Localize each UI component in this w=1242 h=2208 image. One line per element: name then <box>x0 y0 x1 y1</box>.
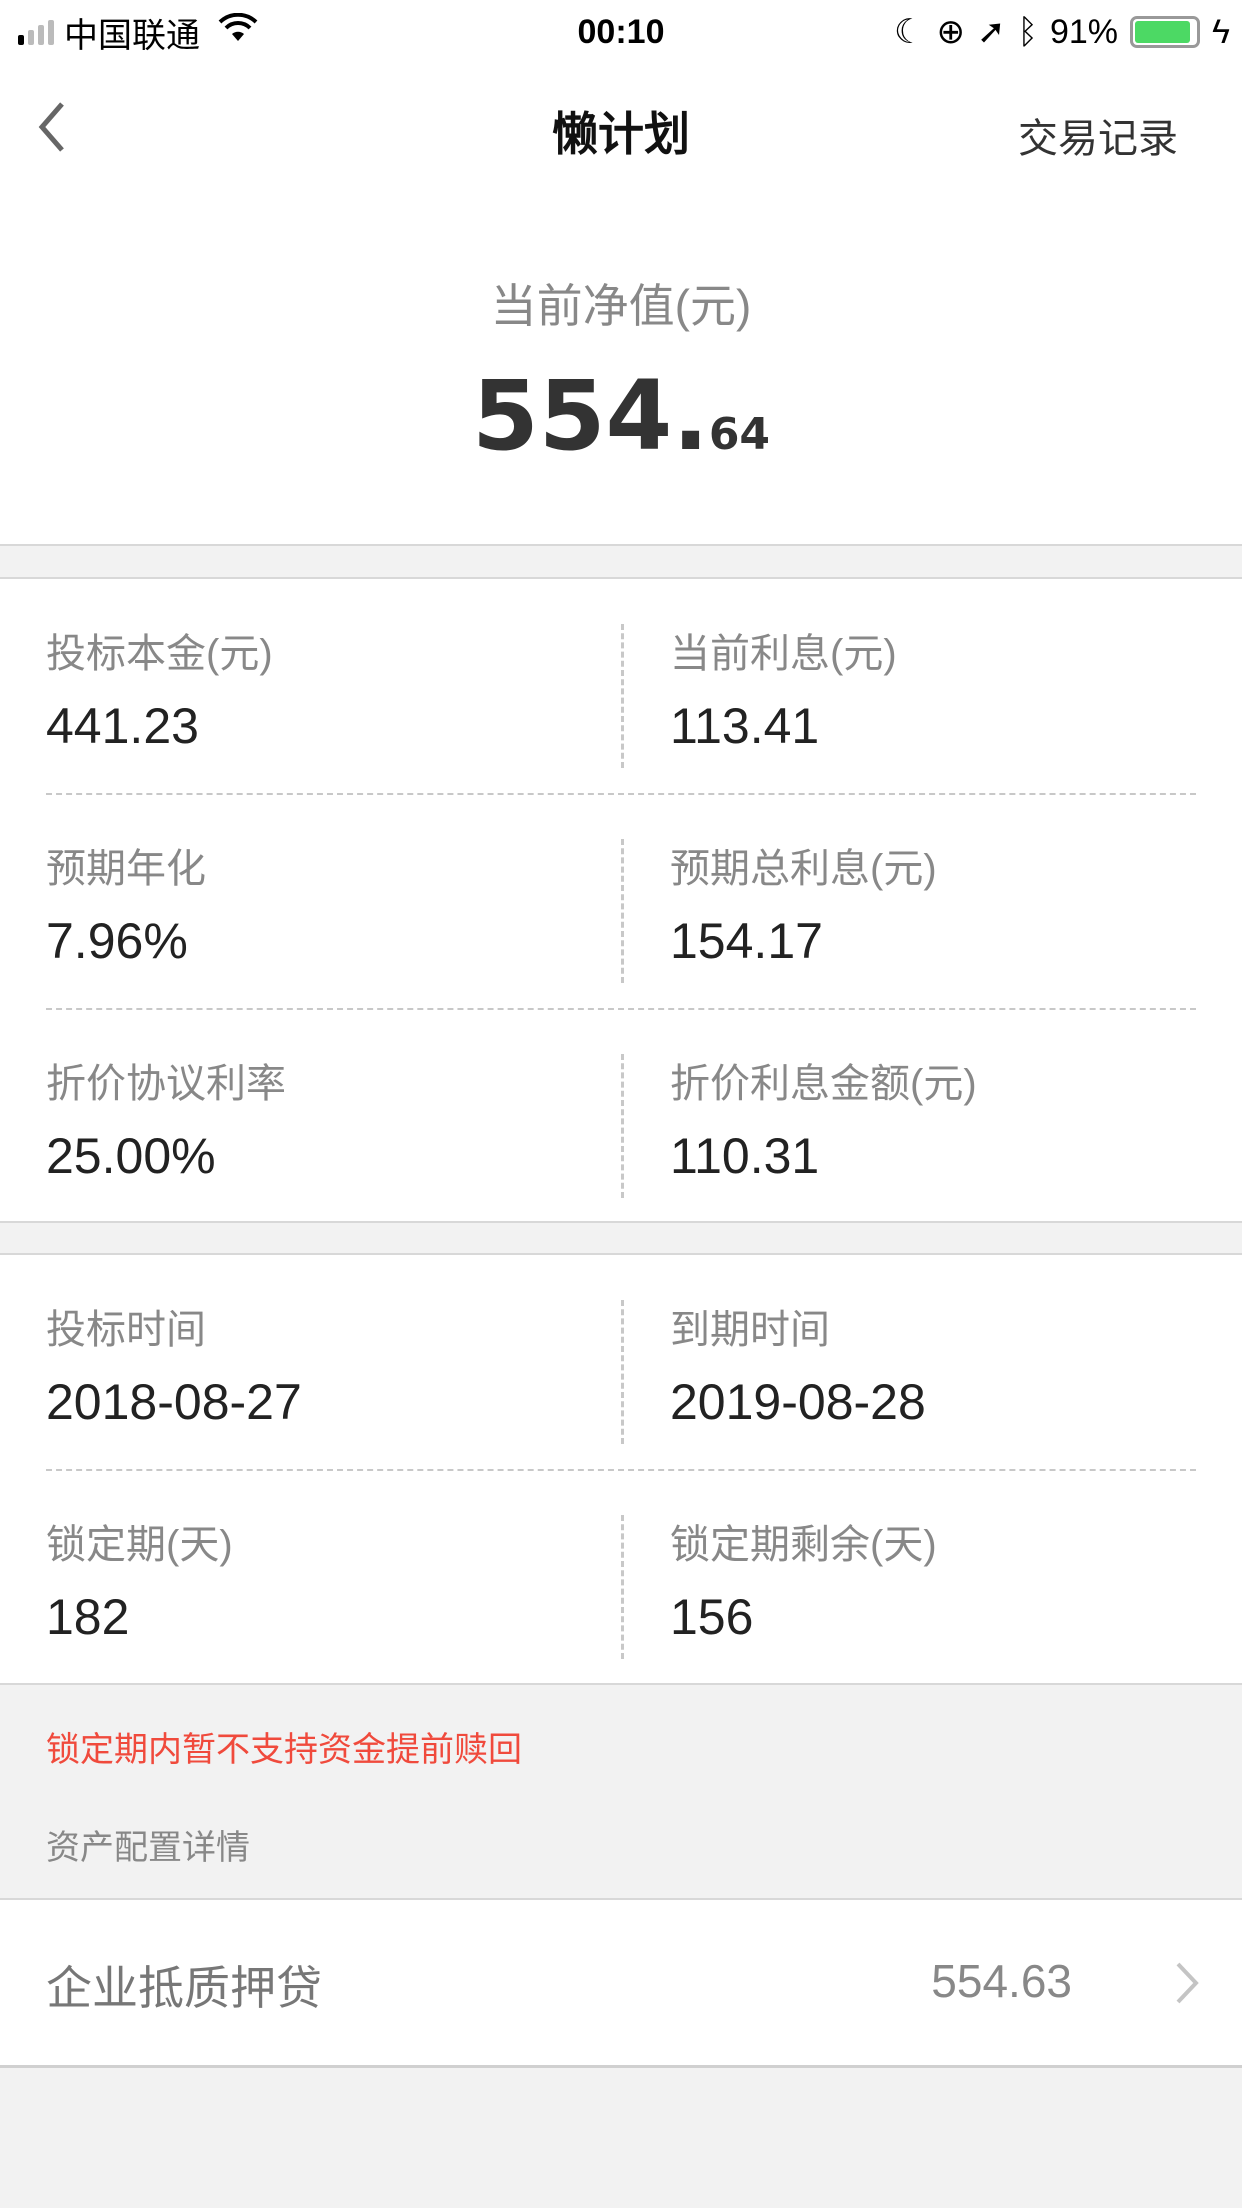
cell-value: 110.31 <box>670 1128 820 1184</box>
divider <box>621 1300 624 1444</box>
chevron-right-icon <box>1176 1962 1199 2004</box>
moon-icon: ☾ <box>894 13 925 51</box>
asset-name: 企业抵质押贷 <box>46 1962 322 2014</box>
detail-cell: 投标本金(元) 441.23 <box>46 621 606 755</box>
asset-allocation-header: 资产配置详情 <box>46 1829 250 1867</box>
cell-label: 预期总利息(元) <box>670 847 937 891</box>
detail-cell: 折价利息金额(元) 110.31 <box>670 1051 1230 1185</box>
chevron-left-icon <box>38 102 64 152</box>
divider <box>46 1008 1196 1010</box>
cell-label: 投标时间 <box>46 1308 206 1352</box>
divider <box>621 1515 624 1659</box>
transaction-records-link[interactable]: 交易记录 <box>1018 117 1178 161</box>
cell-label: 预期年化 <box>46 847 206 891</box>
detail-cell: 到期时间 2019-08-28 <box>670 1297 1230 1431</box>
cell-label: 折价利息金额(元) <box>670 1062 977 1106</box>
battery-percent: 91% <box>1049 12 1118 51</box>
detail-cell: 锁定期(天) 182 <box>46 1512 606 1646</box>
page-title: 懒计划 <box>552 108 690 160</box>
carrier: 中国联通 <box>64 16 200 55</box>
location-icon: ➚ <box>977 13 1006 51</box>
cell-label: 到期时间 <box>670 1308 830 1352</box>
header-area <box>0 0 1242 546</box>
net-value-decimal: 64 <box>708 409 771 460</box>
cell-value: 7.96% <box>46 913 188 969</box>
cell-value: 2019-08-28 <box>670 1374 926 1430</box>
net-value-label: 当前净值(元) <box>490 280 752 332</box>
divider <box>46 1469 1196 1471</box>
cell-value: 154.17 <box>670 913 823 969</box>
signal-icon <box>18 19 54 45</box>
detail-cell: 预期年化 7.96% <box>46 836 606 970</box>
asset-row[interactable]: 企业抵质押贷 554.63 <box>0 1898 1242 2068</box>
divider <box>46 793 1196 795</box>
cell-label: 投标本金(元) <box>46 632 273 676</box>
cell-value: 25.00% <box>46 1128 216 1184</box>
detail-cell: 预期总利息(元) 154.17 <box>670 836 1230 970</box>
divider <box>621 624 624 768</box>
cell-label: 当前利息(元) <box>670 632 897 676</box>
battery-icon <box>1130 16 1200 48</box>
divider <box>621 1054 624 1198</box>
cell-label: 锁定期(天) <box>46 1523 233 1567</box>
investment-details: 投标本金(元) 441.23 当前利息(元) 113.41 预期年化 7.96% 预期… <box>0 577 1242 1223</box>
divider <box>621 839 624 983</box>
net-value-int: 554. <box>471 360 709 472</box>
status-left: 中国联通 <box>18 10 258 55</box>
clock: 00:10 <box>577 12 665 51</box>
cell-value: 182 <box>46 1589 130 1645</box>
cell-label: 折价协议利率 <box>46 1062 286 1106</box>
detail-cell: 折价协议利率 25.00% <box>46 1051 606 1185</box>
cell-value: 2018-08-27 <box>46 1374 302 1430</box>
wifi-icon <box>218 12 258 52</box>
date-details: 投标时间 2018-08-27 到期时间 2019-08-28 锁定期(天) 182 … <box>0 1253 1242 1685</box>
cell-value: 156 <box>670 1589 754 1645</box>
back-button[interactable] <box>34 100 68 159</box>
status-right: ☾ ⊕ ➚ ᛒ 91% ϟ <box>894 10 1230 54</box>
charging-icon: ϟ <box>1212 12 1230 51</box>
detail-cell: 投标时间 2018-08-27 <box>46 1297 606 1431</box>
detail-cell: 锁定期剩余(天) 156 <box>670 1512 1230 1646</box>
net-value: 554.64 <box>0 360 1242 472</box>
asset-value: 554.63 <box>931 1955 1072 2007</box>
cell-value: 113.41 <box>670 698 820 754</box>
cell-value: 441.23 <box>46 698 199 754</box>
rotation-lock-icon: ⊕ <box>936 13 966 51</box>
cell-label: 锁定期剩余(天) <box>670 1523 937 1567</box>
detail-cell: 当前利息(元) 113.41 <box>670 621 1230 755</box>
bluetooth-icon: ᛒ <box>1017 12 1038 51</box>
lock-period-notice: 锁定期内暂不支持资金提前赎回 <box>46 1731 522 1769</box>
